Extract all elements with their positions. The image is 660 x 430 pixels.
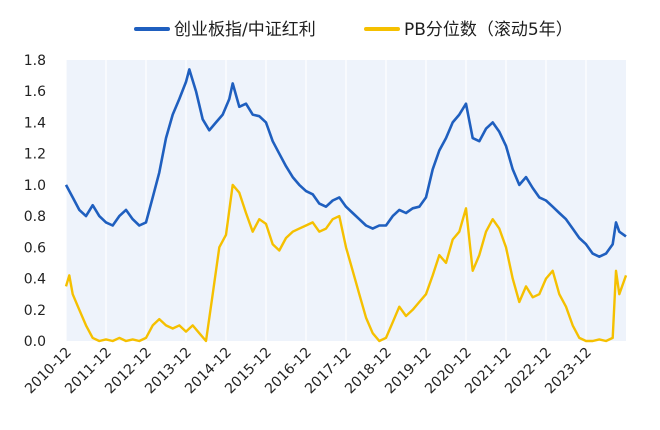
- series-group: [64, 68, 628, 343]
- y-tick-label: 0.6: [24, 240, 46, 256]
- y-tick-label: 1.8: [24, 53, 46, 69]
- legend-label-pb: PB分位数（滚动5年）: [404, 20, 573, 40]
- series-line-ratio: [64, 68, 627, 258]
- legend-label-ratio: 创业板指/中证红利: [174, 20, 316, 40]
- legend: 创业板指/中证红利 PB分位数（滚动5年）: [134, 20, 573, 40]
- series-line-pb: [64, 183, 628, 343]
- y-tick-label: 1.4: [24, 115, 46, 131]
- y-tick-label: 0.4: [24, 272, 46, 288]
- y-tick-label: 1.6: [24, 84, 46, 100]
- y-tick-label: 0.0: [24, 334, 46, 350]
- y-tick-label: 1.0: [24, 178, 46, 194]
- watermark: 雪球：大马哈投资: [490, 400, 618, 419]
- y-tick-label: 0.2: [24, 303, 46, 319]
- x-axis: 2010-122011-122012-122013-122014-122015-…: [22, 345, 595, 398]
- y-axis: 0.0 0.2 0.4 0.6 0.8 1.0 1.2 1.4 1.6 1.8: [24, 53, 46, 350]
- y-tick-label: 1.2: [24, 147, 46, 163]
- y-tick-label: 0.8: [24, 209, 46, 225]
